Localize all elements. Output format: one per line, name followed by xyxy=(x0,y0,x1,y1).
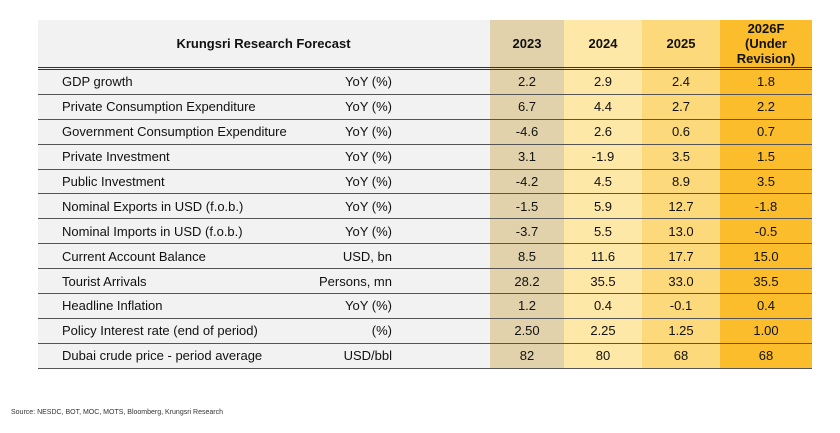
value-cell: -1.9 xyxy=(564,143,642,170)
row-label: Public Investment xyxy=(38,168,302,194)
row-label: Private Investment xyxy=(38,143,302,170)
table-row: Nominal Imports in USD (f.o.b.) YoY (%) -3… xyxy=(38,218,812,244)
row-label: Government Consumption Expenditure xyxy=(38,118,302,145)
row-unit: YoY (%) xyxy=(302,293,490,319)
value-cell: 3.1 xyxy=(490,143,564,170)
value-cell: 12.7 xyxy=(642,193,720,219)
row-unit: YoY (%) xyxy=(302,218,490,244)
row-label: GDP growth xyxy=(38,67,302,95)
value-cell: -0.5 xyxy=(720,218,812,244)
forecast-note: (Under Revision) xyxy=(736,36,796,66)
row-label: Private Consumption Expenditure xyxy=(38,93,302,120)
value-cell: 33.0 xyxy=(642,268,720,294)
value-cell: 2.4 xyxy=(642,67,720,95)
value-cell: 17.7 xyxy=(642,243,720,269)
value-cell: 2.2 xyxy=(720,93,812,120)
table-title: Krungsri Research Forecast xyxy=(38,20,490,69)
row-label: Nominal Exports in USD (f.o.b.) xyxy=(38,193,302,219)
row-label: Nominal Imports in USD (f.o.b.) xyxy=(38,218,302,244)
row-unit: YoY (%) xyxy=(302,93,490,120)
value-cell: 68 xyxy=(720,342,812,369)
forecast-table: Krungsri Research Forecast 2023 2024 202… xyxy=(38,20,812,369)
table-row: Dubai crude price - period average USD/bb… xyxy=(38,342,812,369)
value-cell: 4.5 xyxy=(564,168,642,194)
value-cell: -4.2 xyxy=(490,168,564,194)
value-cell: 2.6 xyxy=(564,118,642,145)
value-cell: 0.4 xyxy=(564,293,642,319)
row-label: Current Account Balance xyxy=(38,243,302,269)
value-cell: -1.5 xyxy=(490,193,564,219)
row-label: Dubai crude price - period average xyxy=(38,342,302,369)
row-unit: YoY (%) xyxy=(302,143,490,170)
value-cell: 68 xyxy=(642,342,720,369)
row-unit: Persons, mn xyxy=(302,268,490,294)
table-row: Public Investment YoY (%) -4.2 4.5 8.9 3.5 xyxy=(38,168,812,194)
year-2024-header: 2024 xyxy=(564,20,642,69)
value-cell: 2.7 xyxy=(642,93,720,120)
source-note: Source: NESDC, BOT, MOC, MOTS, Bloomberg… xyxy=(11,409,224,416)
value-cell: 1.2 xyxy=(490,293,564,319)
table-row: Tourist Arrivals Persons, mn 28.2 35.5 33.0 3… xyxy=(38,268,812,294)
value-cell: 0.6 xyxy=(642,118,720,145)
table-row: Current Account Balance USD, bn 8.5 11.6 17.… xyxy=(38,243,812,269)
value-cell: -0.1 xyxy=(642,293,720,319)
value-cell: 1.8 xyxy=(720,67,812,95)
value-cell: 3.5 xyxy=(720,168,812,194)
row-unit: YoY (%) xyxy=(302,193,490,219)
year-2023-header: 2023 xyxy=(490,20,564,69)
value-cell: 35.5 xyxy=(720,268,812,294)
value-cell: 8.9 xyxy=(642,168,720,194)
table-row: Policy Interest rate (end of period) (%) 2… xyxy=(38,317,812,344)
row-unit: USD/bbl xyxy=(302,342,490,369)
value-cell: 0.4 xyxy=(720,293,812,319)
year-2026-label: 2026F xyxy=(747,21,785,36)
value-cell: -1.8 xyxy=(720,193,812,219)
table-row: Private Consumption Expenditure YoY (%) 6.… xyxy=(38,93,812,120)
year-2025-header: 2025 xyxy=(642,20,720,69)
value-cell: 82 xyxy=(490,342,564,369)
value-cell: 0.7 xyxy=(720,118,812,145)
row-unit: (%) xyxy=(302,317,490,344)
row-unit: USD, bn xyxy=(302,243,490,269)
value-cell: 8.5 xyxy=(490,243,564,269)
value-cell: 1.25 xyxy=(642,317,720,344)
value-cell: 15.0 xyxy=(720,243,812,269)
value-cell: 6.7 xyxy=(490,93,564,120)
row-unit: YoY (%) xyxy=(302,168,490,194)
row-unit: YoY (%) xyxy=(302,67,490,95)
value-cell: 11.6 xyxy=(564,243,642,269)
year-2026-header: 2026F (Under Revision) xyxy=(720,20,812,69)
header-row: Krungsri Research Forecast 2023 2024 202… xyxy=(38,20,812,69)
value-cell: -4.6 xyxy=(490,118,564,145)
table-row: Private Investment YoY (%) 3.1 -1.9 3.5 1.5 xyxy=(38,143,812,170)
value-cell: 2.2 xyxy=(490,67,564,95)
value-cell: 13.0 xyxy=(642,218,720,244)
value-cell: 2.25 xyxy=(564,317,642,344)
value-cell: 4.4 xyxy=(564,93,642,120)
table-row: Nominal Exports in USD (f.o.b.) YoY (%) -1… xyxy=(38,193,812,219)
value-cell: -3.7 xyxy=(490,218,564,244)
row-label: Policy Interest rate (end of period) xyxy=(38,317,302,344)
value-cell: 80 xyxy=(564,342,642,369)
value-cell: 2.9 xyxy=(564,67,642,95)
table-row: Headline Inflation YoY (%) 1.2 0.4 -0.1 0.4 xyxy=(38,293,812,319)
value-cell: 35.5 xyxy=(564,268,642,294)
value-cell: 1.00 xyxy=(720,317,812,344)
value-cell: 3.5 xyxy=(642,143,720,170)
table-row: GDP growth YoY (%) 2.2 2.9 2.4 1.8 xyxy=(38,67,812,95)
table-row: Government Consumption Expenditure YoY (%… xyxy=(38,118,812,145)
value-cell: 28.2 xyxy=(490,268,564,294)
value-cell: 5.5 xyxy=(564,218,642,244)
value-cell: 5.9 xyxy=(564,193,642,219)
row-label: Tourist Arrivals xyxy=(38,268,302,294)
value-cell: 1.5 xyxy=(720,143,812,170)
row-unit: YoY (%) xyxy=(302,118,490,145)
value-cell: 2.50 xyxy=(490,317,564,344)
row-label: Headline Inflation xyxy=(38,293,302,319)
